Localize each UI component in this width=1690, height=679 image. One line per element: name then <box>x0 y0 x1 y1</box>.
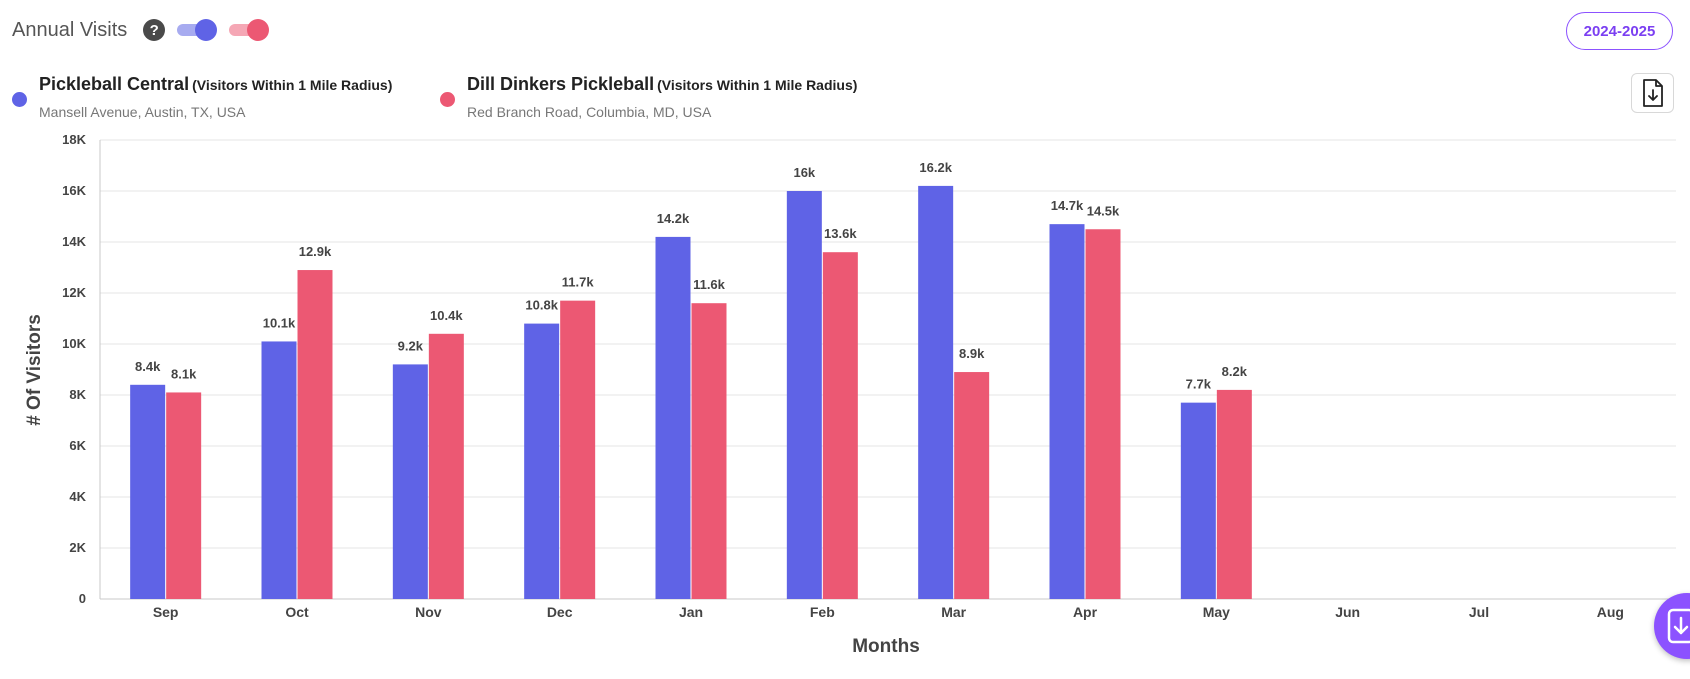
bar[interactable] <box>1085 229 1121 599</box>
x-tick-label: Nov <box>415 604 442 620</box>
data-label: 14.2k <box>657 211 690 226</box>
download-icon <box>1667 608 1690 644</box>
x-tick-label: Aug <box>1597 604 1624 620</box>
y-tick-label: 2K <box>69 540 86 555</box>
y-axis-title: # Of Visitors <box>24 314 45 426</box>
bar[interactable] <box>655 236 691 599</box>
help-icon[interactable]: ? <box>143 19 166 41</box>
x-tick-label: Feb <box>810 604 835 620</box>
bar[interactable] <box>166 392 202 599</box>
chart-title: Annual Visits <box>12 18 128 41</box>
data-label: 13.6k <box>824 226 857 241</box>
legend-radius-note: (Visitors Within 1 Mile Radius) <box>192 77 393 93</box>
y-tick-label: 4K <box>69 489 86 504</box>
bar[interactable] <box>691 303 727 599</box>
bar[interactable] <box>130 384 166 599</box>
y-tick-label: 12K <box>62 285 86 300</box>
bar[interactable] <box>560 300 596 599</box>
data-label: 10.1k <box>263 315 296 330</box>
legend-address: Mansell Avenue, Austin, TX, USA <box>39 104 246 120</box>
bar[interactable] <box>392 364 428 599</box>
bar[interactable] <box>1049 224 1085 599</box>
y-tick-label: 18K <box>62 132 86 147</box>
download-file-icon <box>1642 79 1663 107</box>
data-label: 8.9k <box>959 346 985 361</box>
x-tick-label: Mar <box>941 604 966 620</box>
period-select-button[interactable]: 2024-2025 <box>1566 12 1673 50</box>
legend-dot <box>12 92 27 107</box>
bar[interactable] <box>524 323 560 599</box>
bar[interactable] <box>261 341 297 599</box>
y-tick-label: 8K <box>69 387 86 402</box>
series-toggle-pickleball-central[interactable] <box>177 18 218 42</box>
bar[interactable] <box>1216 389 1252 599</box>
data-label: 8.2k <box>1222 364 1248 379</box>
data-label: 16k <box>793 165 815 180</box>
data-label: 11.7k <box>562 275 595 290</box>
y-tick-label: 10K <box>62 336 86 351</box>
bar[interactable] <box>822 252 858 599</box>
data-label: 9.2k <box>398 338 424 353</box>
x-axis-title: Months <box>852 636 920 657</box>
x-tick-label: Sep <box>153 604 179 620</box>
data-label: 10.8k <box>525 298 558 313</box>
bar[interactable] <box>786 191 822 599</box>
x-tick-label: May <box>1203 604 1230 620</box>
y-tick-label: 14K <box>62 234 86 249</box>
legend-dot <box>440 92 455 107</box>
data-label: 12.9k <box>299 244 332 259</box>
bar[interactable] <box>1180 402 1216 599</box>
bar[interactable] <box>428 333 464 599</box>
data-label: 7.7k <box>1186 377 1212 392</box>
legend-name: Dill Dinkers Pickleball <box>467 74 655 94</box>
data-label: 10.4k <box>430 308 463 323</box>
chart-header: Annual Visits ? <box>12 14 270 46</box>
bar[interactable] <box>297 270 333 599</box>
data-label: 14.5k <box>1087 203 1120 218</box>
x-tick-label: Dec <box>547 604 573 620</box>
legend-address: Red Branch Road, Columbia, MD, USA <box>467 104 712 120</box>
download-button[interactable] <box>1631 73 1674 113</box>
data-label: 8.1k <box>171 366 197 381</box>
data-label: 8.4k <box>135 359 161 374</box>
bar[interactable] <box>954 372 990 599</box>
data-label: 16.2k <box>919 160 952 175</box>
legend-name: Pickleball Central <box>39 74 190 94</box>
x-tick-label: Jun <box>1335 604 1360 620</box>
x-tick-label: Jul <box>1469 604 1489 620</box>
data-label: 11.6k <box>693 277 726 292</box>
legend-radius-note: (Visitors Within 1 Mile Radius) <box>657 77 858 93</box>
bar[interactable] <box>918 185 954 599</box>
y-tick-label: 6K <box>69 438 86 453</box>
series-toggle-dill-dinkers[interactable] <box>229 18 270 42</box>
x-tick-label: Oct <box>285 604 309 620</box>
x-tick-label: Apr <box>1073 604 1098 620</box>
y-tick-label: 16K <box>62 183 86 198</box>
x-tick-label: Jan <box>679 604 703 620</box>
y-tick-label: 0 <box>79 591 86 606</box>
data-label: 14.7k <box>1051 198 1084 213</box>
